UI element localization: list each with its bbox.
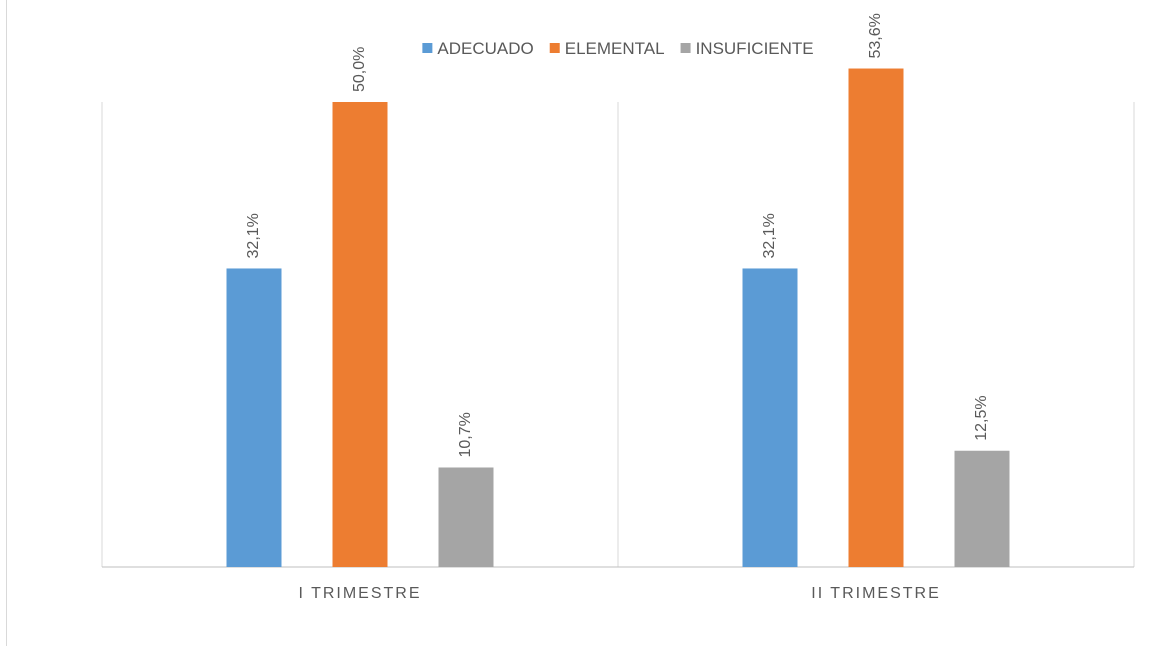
category-label: II TRIMESTRE — [811, 585, 941, 602]
bar-elemental-1 — [332, 102, 388, 567]
data-label: 10,7% — [457, 412, 474, 457]
category-label: I TRIMESTRE — [298, 585, 421, 602]
legend: ADECUADO ELEMENTAL INSUFICIENTE — [422, 39, 814, 58]
legend-label: ADECUADO — [437, 39, 533, 58]
legend-label: INSUFICIENTE — [696, 39, 814, 58]
legend-label: ELEMENTAL — [565, 39, 665, 58]
bar-adecuado-1 — [226, 268, 282, 567]
bar-adecuado-2 — [742, 268, 798, 567]
legend-swatch — [549, 43, 560, 53]
bar-elemental-2 — [848, 68, 904, 568]
data-labels: 32,1% 50,0% 10,7% 32,1% 53,6% 12,5% — [245, 13, 990, 457]
bars — [226, 68, 1010, 568]
data-label: 53,6% — [867, 13, 884, 58]
data-label: 32,1% — [245, 213, 262, 258]
data-label: 32,1% — [761, 213, 778, 258]
legend-swatch — [680, 43, 691, 53]
bar-insuficiente-1 — [438, 467, 494, 567]
legend-swatch — [422, 43, 433, 53]
data-label: 50,0% — [351, 47, 368, 92]
data-label: 12,5% — [973, 395, 990, 440]
chart-frame — [6, 0, 1157, 646]
category-labels: I TRIMESTRE II TRIMESTRE — [298, 585, 941, 602]
bar-insuficiente-2 — [954, 450, 1010, 567]
